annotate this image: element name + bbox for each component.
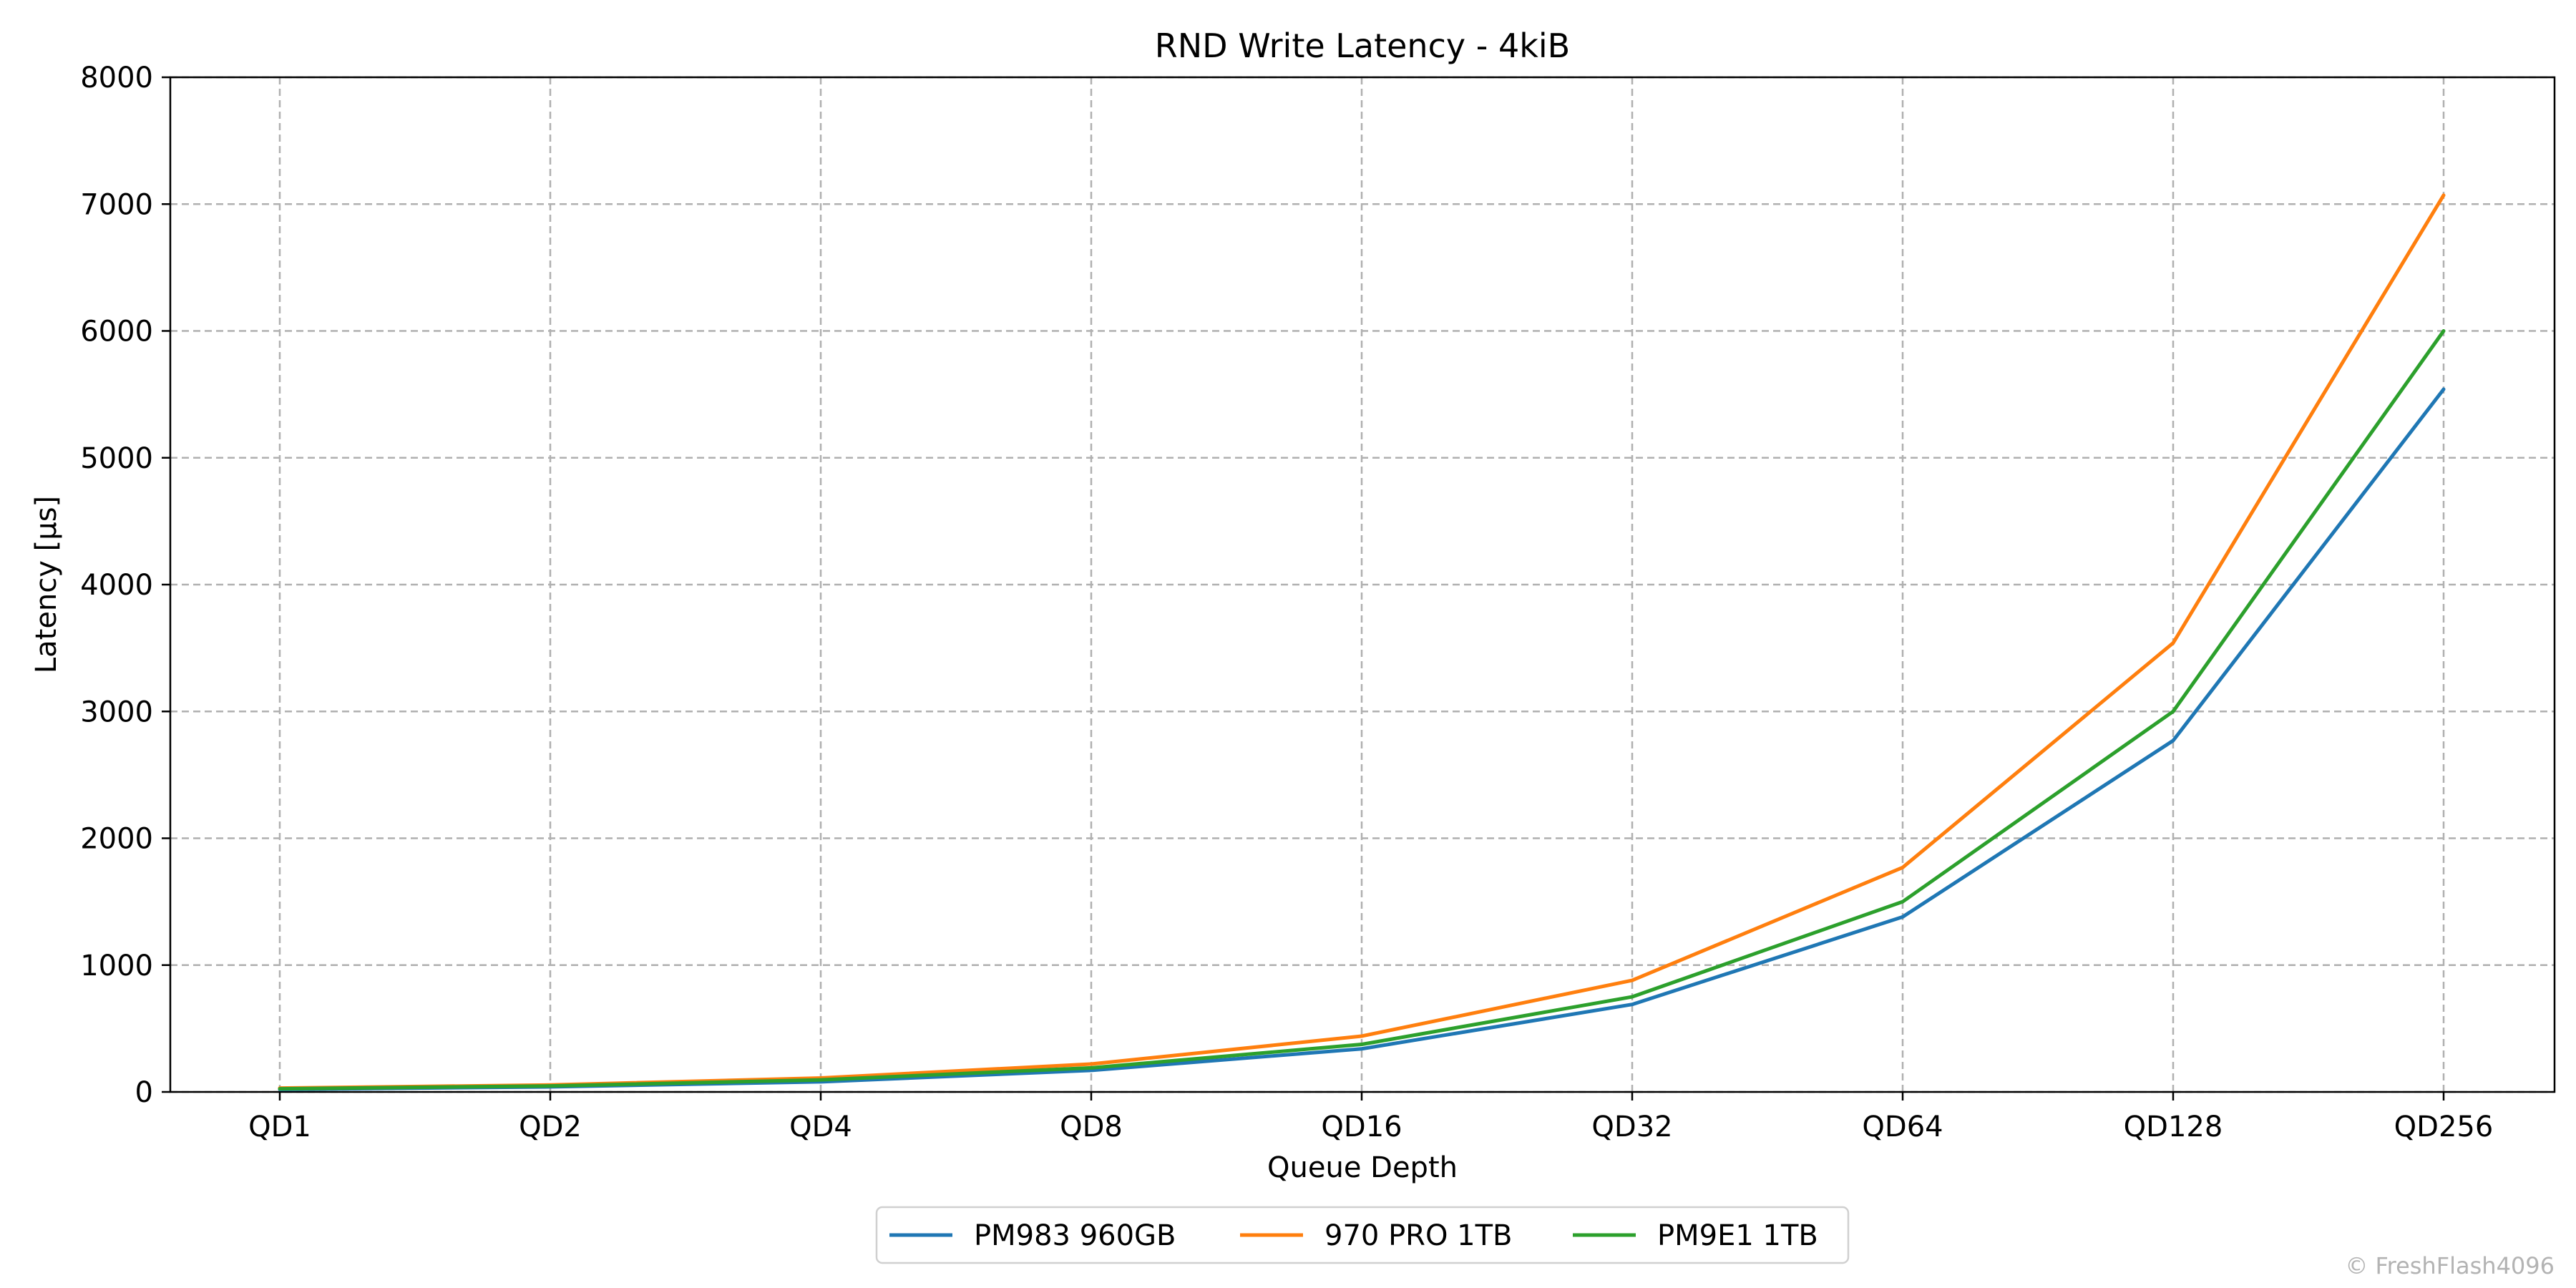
y-tick-label: 4000 (80, 569, 153, 602)
x-tick-label: QD32 (1591, 1111, 1672, 1143)
watermark: © FreshFlash4096 (2345, 1252, 2555, 1279)
x-tick-label: QD256 (2394, 1111, 2494, 1143)
y-tick-label: 5000 (80, 442, 153, 475)
x-axis-label: Queue Depth (1267, 1151, 1458, 1184)
series-lines (278, 193, 2446, 1091)
y-tick-label: 0 (135, 1076, 153, 1109)
x-tick-label: QD2 (519, 1111, 582, 1143)
y-tick-label: 7000 (80, 188, 153, 221)
legend-label-0: PM983 960GB (974, 1219, 1176, 1252)
chart-title: RND Write Latency - 4kiB (1155, 26, 1570, 65)
y-axis-ticks: 0 1000 2000 3000 4000 5000 6000 7000 8000 (80, 62, 170, 1109)
y-tick-label: 3000 (80, 696, 153, 728)
x-tick-label: QD1 (248, 1111, 311, 1143)
x-tick-label: QD8 (1060, 1111, 1123, 1143)
x-tick-label: QD64 (1862, 1111, 1943, 1143)
legend-label-2: PM9E1 1TB (1657, 1219, 1818, 1252)
grid-lines (170, 76, 2555, 1093)
x-tick-label: QD4 (789, 1111, 852, 1143)
series-line-2 (278, 329, 2446, 1091)
x-axis-ticks: QD1 QD2 QD4 QD8 QD16 QD32 QD64 QD128 QD256 (248, 1092, 2493, 1143)
legend: PM983 960GB 970 PRO 1TB PM9E1 1TB (875, 1206, 1850, 1264)
legend-box (875, 1206, 1850, 1264)
y-tick-label: 6000 (80, 316, 153, 348)
legend-label-1: 970 PRO 1TB (1324, 1219, 1513, 1252)
y-axis-label: Latency [µs] (30, 496, 63, 673)
x-tick-label: QD128 (2124, 1111, 2223, 1143)
y-tick-label: 1000 (80, 950, 153, 982)
x-tick-label: QD16 (1321, 1111, 1402, 1143)
y-tick-label: 8000 (80, 62, 153, 94)
y-tick-label: 2000 (80, 823, 153, 856)
